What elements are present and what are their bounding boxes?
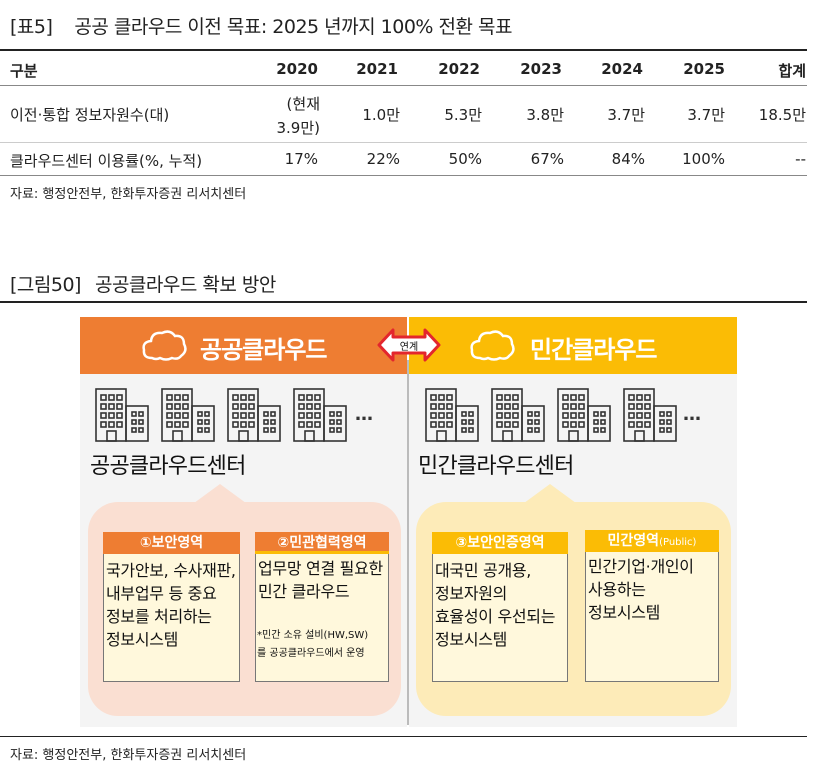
header-cell: 구분 [10,62,38,80]
table-bottom-rule [0,175,807,176]
box-line: 내부업무 등 중요 [106,584,217,603]
header-cell: 2025 [683,60,725,78]
header-cell: 2021 [356,60,398,78]
more-indicator: … [683,404,701,425]
link-label: 연계 [399,342,419,353]
box-line: 정보시스템 [588,603,661,622]
table-cell: 22% [366,150,400,168]
figure-title: [그림50] 공공클라우드 확보 방안 [10,270,276,297]
box-note: *민간 소유 설비(HW,SW) [257,630,369,641]
building-icon [161,388,215,442]
figure-top-rule [0,301,807,303]
table-source: 자료: 행정안전부, 한화투자증권 리서치센터 [10,187,247,202]
table-cell: 17% [284,150,318,168]
certified-zone-box [432,552,568,682]
table-title: [표5] 공공 클라우드 이전 목표: 2025 년까지 100% 전환 목표 [10,12,512,39]
private-banner [409,317,737,374]
box-header: ③보안인증영역 [432,532,568,554]
box-line: 업무망 연결 필요한 [258,559,383,578]
row-label: 클라우드센터 이용률(%, 누적) [10,152,203,170]
figure-source: 자료: 행정안전부, 한화투자증권 리서치센터 [10,748,247,763]
box-header: ①보안영역 [103,532,240,554]
row-rule [0,142,807,143]
box-header: ②민관협력영역 [255,532,389,554]
private-zone-box [585,550,719,682]
table-cell: -- [795,150,806,168]
header-cell: 2023 [520,60,562,78]
header-cell: 2020 [276,60,318,78]
figure-tag: [그림50] [10,274,81,296]
figure-title-text: 공공클라우드 확보 방안 [94,274,276,296]
table-cell: 50% [448,150,482,168]
box-line: 국가안보, 수사재판, [106,561,236,580]
private-center-label: 민간클라우드센터 [418,454,574,479]
building-icon [623,388,677,442]
table-tag: [표5] [10,16,53,38]
building-icon [95,388,149,442]
panel-divider [407,360,409,725]
figure-bottom-rule [0,736,807,737]
table-top-rule [0,49,807,51]
box-header-text: 민간영역 [607,533,660,549]
table-cell: 100% [682,150,725,168]
building-icon [557,388,611,442]
box-line: 사용하는 [588,580,646,599]
public-banner-label: 공공클라우드 [200,336,327,364]
building-icon [425,388,479,442]
private-banner-label: 민간클라우드 [530,336,657,364]
box-line: 정보를 처리하는 [106,607,212,626]
box-note: 를 공공클라우드에서 운영 [257,648,365,659]
table-cell: 67% [530,150,564,168]
table-title-text: 공공 클라우드 이전 목표: 2025 년까지 100% 전환 목표 [74,16,512,38]
public-center-label: 공공클라우드센터 [90,454,246,479]
header-cell: 합계 [778,62,806,80]
table-cell: (현재 3.9만) [276,95,320,137]
building-icon [491,388,545,442]
header-rule [0,85,807,86]
table-cell: 3.7만 [687,106,725,124]
double-arrow-icon [377,328,441,362]
cloud-icon [470,330,515,361]
box-header-sub: (Public) [659,537,697,548]
table-cell: 3.7만 [607,106,645,124]
box-header: 민간영역(Public) [585,530,719,552]
table-cell: 1.0만 [362,106,400,124]
building-icon [227,388,281,442]
bubble-pointer [520,484,580,506]
table-cell: 5.3만 [444,106,482,124]
table-cell: 18.5만 [758,106,806,124]
box-line: 효율성이 우선되는 [435,607,556,626]
bubble-pointer [190,484,250,506]
building-icon [293,388,347,442]
table-cell: 3.8만 [526,106,564,124]
box-line: 정보자원의 [435,584,508,603]
more-indicator: … [355,404,373,425]
row-label: 이전·통합 정보자원수(대) [10,106,170,124]
cloud-icon [142,330,187,361]
box-line: 대국민 공개용, [435,561,532,580]
box-line: 민간기업·개인이 [588,557,694,576]
header-cell: 2024 [601,60,643,78]
header-cell: 2022 [438,60,480,78]
table-cell: 84% [611,150,645,168]
box-line: 정보시스템 [106,630,179,649]
box-line: 정보시스템 [435,630,508,649]
box-line: 민간 클라우드 [258,582,350,601]
public-banner [80,317,407,374]
